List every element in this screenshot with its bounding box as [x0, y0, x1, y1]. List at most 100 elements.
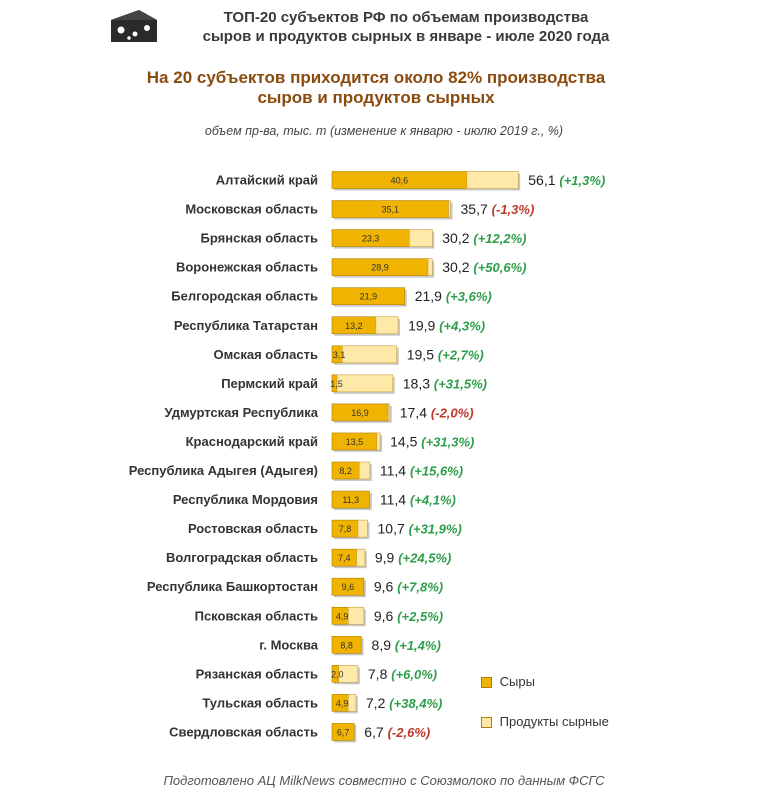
total-label: 11,4 (+4,1%): [380, 492, 456, 508]
category-label: Волгоградская область: [166, 550, 318, 565]
data-label-cheese: 40,6: [391, 176, 409, 186]
total-label: 18,3 (+31,5%): [403, 375, 487, 391]
data-label-cheese: 21,9: [360, 292, 378, 302]
category-label: Московская область: [185, 202, 318, 217]
total-label: 21,9 (+3,6%): [415, 288, 492, 304]
category-label: Ростовская область: [188, 521, 318, 536]
change-label: (+3,6%): [446, 289, 492, 304]
change-label: (+1,3%): [559, 173, 605, 188]
category-label: Алтайский край: [216, 173, 318, 188]
change-label: (+15,6%): [410, 464, 463, 479]
data-label-cheese: 4,9: [336, 611, 349, 621]
data-label-cheese: 1,5: [330, 379, 343, 389]
total-label: 9,6 (+7,8%): [374, 579, 443, 595]
category-label: Пермский край: [221, 376, 318, 391]
total-label: 7,2 (+38,4%): [366, 695, 442, 711]
bar-cheese-product: [448, 200, 451, 218]
category-label: Белгородская область: [171, 289, 318, 304]
bar-cheese: [331, 723, 355, 741]
data-label-cheese: 35,1: [382, 205, 400, 215]
category-label: Краснодарский край: [186, 434, 318, 449]
bar-cheese-product: [387, 403, 391, 422]
total-label: 17,4 (-2,0%): [400, 404, 474, 420]
data-label-cheese: 11,3: [342, 495, 359, 505]
total-label: 9,6 (+2,5%): [374, 608, 443, 624]
change-label: (+2,7%): [438, 347, 484, 362]
legend-swatch-cheese: [481, 677, 492, 689]
category-label: Свердловская область: [169, 724, 318, 739]
change-label: (-2,6%): [388, 725, 431, 740]
change-label: (-1,3%): [492, 202, 535, 217]
total-label: 7,8 (+6,0%): [368, 666, 437, 682]
change-label: (+31,3%): [421, 434, 474, 449]
bar-cheese-product: [347, 694, 357, 712]
data-label-cheese: 7,8: [339, 524, 352, 534]
category-label: Республика Татарстан: [174, 318, 318, 333]
data-label-cheese: 9,6: [342, 582, 355, 592]
total-label: 11,4 (+15,6%): [380, 463, 463, 479]
bar-cheese-product: [375, 316, 399, 335]
total-label: 30,2 (+50,6%): [442, 259, 526, 275]
total-label: 19,9 (+4,3%): [408, 317, 485, 333]
bar-cheese: [331, 635, 362, 654]
chart-title-line1: ТОП-20 субъектов РФ по объемам производс…: [223, 9, 589, 26]
category-label: Брянская область: [201, 231, 318, 246]
legend-item-cheese-product: Продукты сырные: [481, 714, 609, 729]
category-label: Республика Мордовия: [173, 492, 318, 507]
data-label-cheese: 2,0: [331, 669, 344, 679]
change-label: (+4,3%): [439, 318, 485, 333]
bar-cheese-product: [338, 665, 359, 683]
data-label-cheese: 7,4: [338, 553, 351, 563]
total-label: 6,7 (-2,6%): [364, 724, 430, 740]
bar-cheese-product: [341, 345, 398, 364]
bar-cheese-product: [356, 548, 366, 567]
footer-source: Подготовлено АЦ MilkNews совместно с Сою…: [163, 773, 605, 788]
bar-cheese-product: [347, 606, 365, 625]
total-label: 10,7 (+31,9%): [378, 521, 462, 537]
legend-swatch-cheese-product: [481, 717, 492, 729]
data-label-cheese: 28,9: [371, 263, 389, 273]
legend-label-cheese-product: Продукты сырные: [499, 714, 609, 729]
data-label-cheese: 8,2: [339, 466, 352, 476]
chart-subtitle: На 20 субъектов приходится около 82% про…: [96, 68, 656, 108]
bar-cheese-product: [427, 258, 433, 276]
data-label-cheese: 3,1: [333, 350, 346, 360]
bar-cheese: [331, 287, 406, 306]
total-label: 14,5 (+31,3%): [390, 433, 474, 449]
category-label: Тульская область: [202, 695, 318, 710]
category-label: Удмуртская Республика: [164, 405, 318, 420]
bar-cheese: [331, 490, 370, 509]
change-label: (+38,4%): [389, 696, 442, 711]
category-label: г. Москва: [259, 637, 318, 652]
change-label: (-2,0%): [431, 405, 474, 420]
cheese-icon: [109, 6, 159, 46]
change-label: (+31,5%): [434, 376, 487, 391]
category-label: Республика Адыгея (Адыгея): [129, 463, 318, 478]
change-label: (+1,4%): [395, 638, 441, 653]
category-label: Омская область: [214, 347, 318, 362]
change-label: (+4,1%): [410, 493, 456, 508]
change-label: (+2,5%): [397, 609, 443, 624]
change-label: (+7,8%): [397, 580, 443, 595]
bar-cheese-product: [336, 374, 394, 393]
data-label-cheese: 4,9: [336, 698, 349, 708]
bar-cheese-product: [376, 432, 381, 451]
chart-title-line2: сыров и продуктов сырных в январе - июле…: [202, 28, 610, 45]
legend-label-cheese: Сыры: [499, 674, 535, 689]
change-label: (+24,5%): [398, 551, 451, 566]
bar-cheese-product: [409, 229, 433, 247]
category-label: Воронежская область: [176, 260, 318, 275]
total-label: 8,9 (+1,4%): [372, 637, 441, 653]
data-label-cheese: 16,9: [351, 408, 369, 418]
bar-cheese-product: [358, 461, 371, 480]
bar-cheese-product: [466, 171, 519, 189]
bar-cheese: [331, 577, 365, 596]
chart-subtitle-line1: На 20 субъектов приходится около 82% про…: [146, 68, 606, 87]
data-label-cheese: 13,2: [345, 321, 363, 331]
legend-item-cheese: Сыры: [481, 674, 535, 689]
change-label: (+50,6%): [473, 260, 526, 275]
chart-title: ТОП-20 субъектов РФ по объемам производс…: [176, 8, 636, 46]
data-label-cheese: 13,5: [346, 437, 364, 447]
data-label-cheese: 6,7: [337, 727, 350, 737]
units-label: объем пр-ва, тыс. т (изменение к январю …: [204, 124, 564, 138]
